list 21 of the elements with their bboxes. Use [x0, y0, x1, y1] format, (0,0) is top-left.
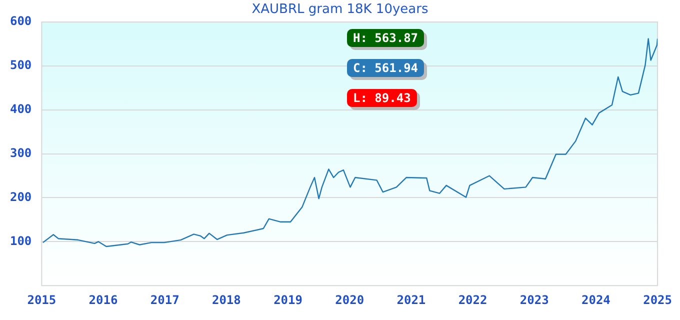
- x-tick-label: 2025: [643, 292, 672, 307]
- annotation: L: 89.43: [347, 89, 417, 107]
- x-tick-label: 2024: [582, 292, 610, 307]
- y-tick-label: 100: [10, 234, 32, 248]
- chart-title: XAUBRL gram 18K 10years: [252, 2, 428, 17]
- x-tick-label: 2021: [396, 292, 426, 307]
- x-tick-label: 2017: [150, 292, 180, 307]
- x-tick-label: 2019: [274, 292, 302, 307]
- x-tick-label: 2018: [212, 292, 241, 307]
- y-tick-label: 500: [10, 58, 32, 72]
- x-tick-label: 2022: [458, 292, 488, 307]
- y-tick-label: 400: [10, 102, 32, 116]
- x-tick-label: 2016: [88, 292, 118, 307]
- annotation: C: 561.94: [347, 59, 424, 77]
- x-tick-label: 2023: [520, 292, 549, 307]
- annotation: H: 563.87: [347, 29, 424, 47]
- x-tick-label: 2020: [335, 292, 364, 307]
- y-tick-label: 200: [10, 190, 32, 204]
- x-tick-label: 2015: [27, 292, 56, 307]
- y-tick-label: 300: [10, 146, 32, 160]
- y-tick-label: 600: [10, 14, 32, 28]
